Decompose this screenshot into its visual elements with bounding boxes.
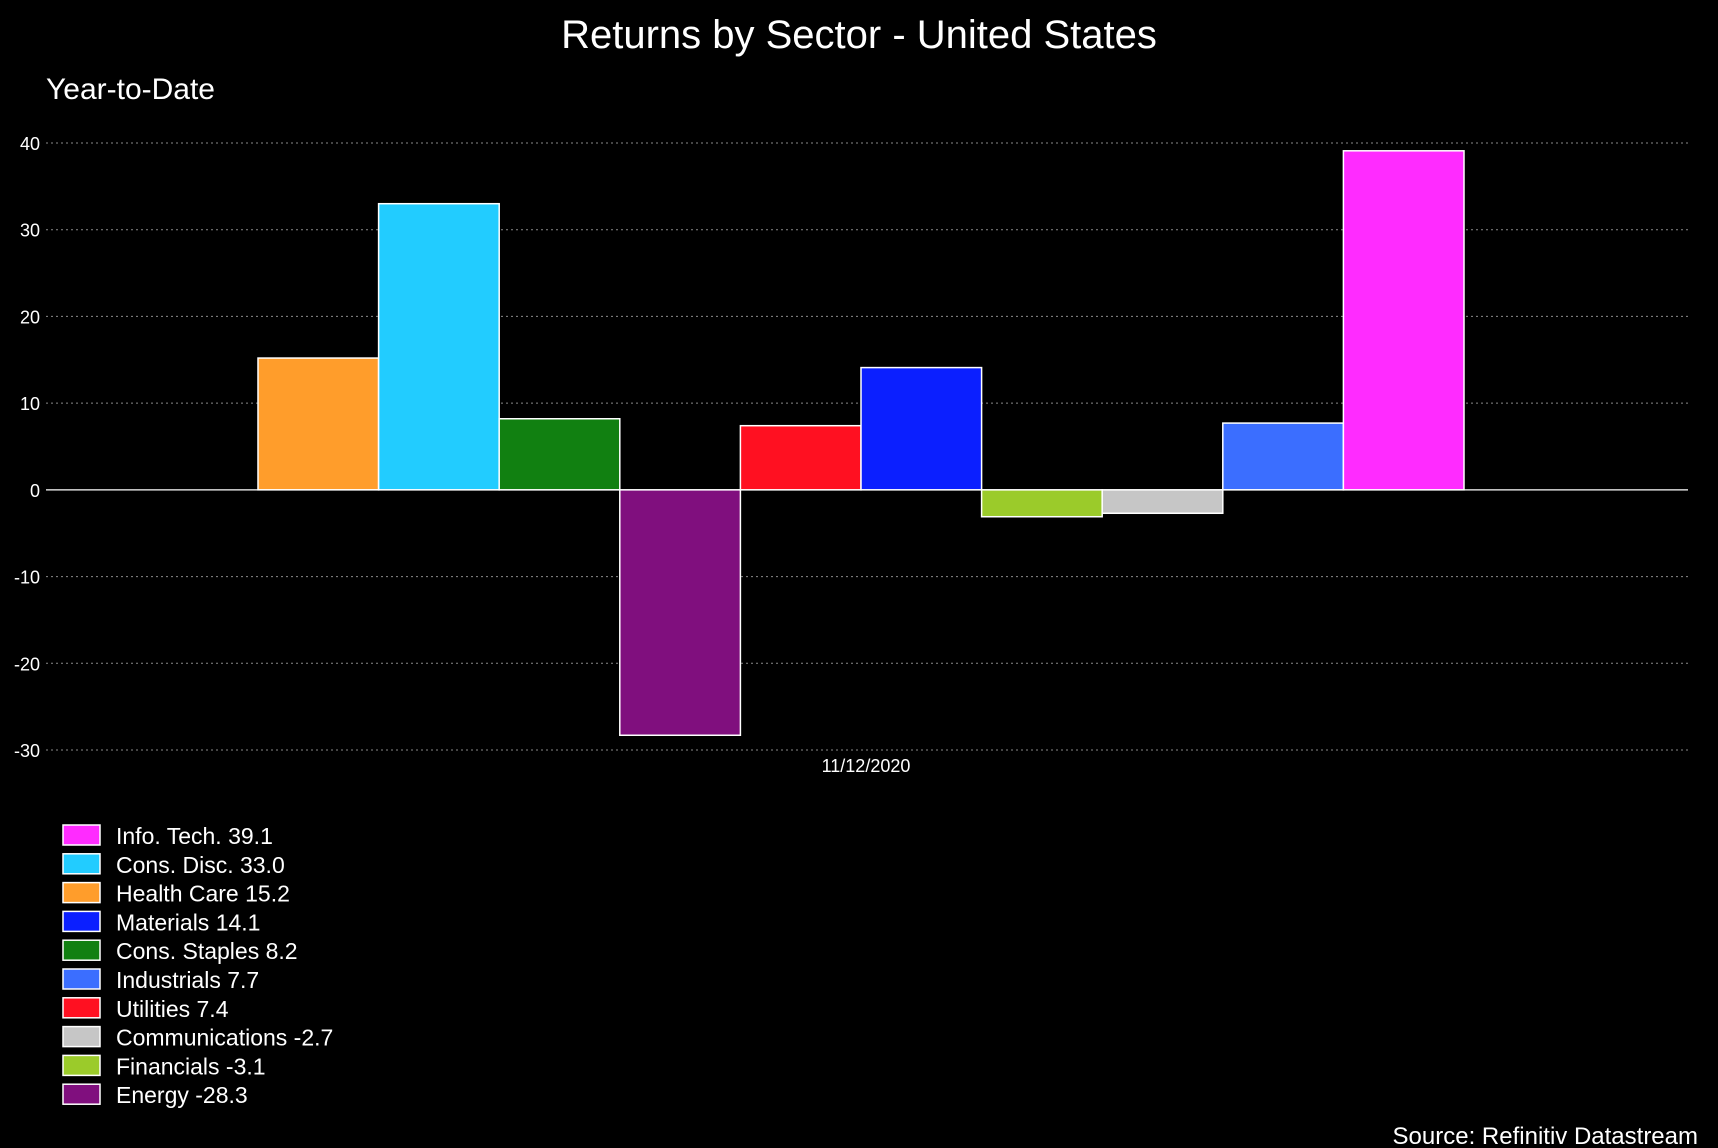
y-axis: 40 30 20 10 0 -10 -20 -30 [14,134,40,761]
legend-label-utilities-7-4: Utilities 7.4 [116,996,229,1022]
y-tick-label: -20 [14,654,40,674]
bar-utilities [739,424,862,491]
legend-label-health-care-15-2: Health Care 15.2 [116,881,290,907]
bar-health-care [257,357,380,491]
bar-cons-staples [498,418,621,491]
bar-materials [860,366,983,491]
legend-swatch-cons-disc-33-0 [62,853,101,875]
legend-swatch-communications-2-7 [62,1025,101,1048]
legend-label-info-tech-39-1: Info. Tech. 39.1 [116,823,273,849]
legend-swatch-cons-staples-8-2 [62,939,101,961]
y-tick-label: -10 [14,568,40,588]
legend-label-cons-disc-33-0: Cons. Disc. 33.0 [116,852,285,878]
y-tick-label: 30 [20,221,40,241]
legend-swatch-financials-3-1 [62,1054,101,1077]
legend-swatch-energy-28-3 [62,1083,101,1105]
legend-swatch-info-tech-39-1 [62,824,101,846]
legend-label-communications-2-7: Communications -2.7 [116,1025,333,1051]
legend-label-industrials-7-7: Industrials 7.7 [116,967,259,993]
bars [257,150,1465,737]
legend-label-financials-3-1: Financials -3.1 [116,1053,266,1079]
legend-swatch-materials-14-1 [62,910,101,933]
bar-communications [1101,489,1224,515]
bar-financials [980,489,1103,518]
legend-label-materials-14-1: Materials 14.1 [116,909,260,935]
bar-industrials [1222,422,1345,491]
legend: Info. Tech. 39.1 Cons. Disc. 33.0 Health C… [62,823,333,1108]
legend-swatch-health-care-15-2 [62,881,101,904]
legend-swatch-utilities-7-4 [62,997,101,1019]
legend-swatch-industrials-7-7 [62,968,101,990]
y-tick-label: 20 [20,307,40,327]
legend-label-cons-staples-8-2: Cons. Staples 8.2 [116,938,298,964]
legend-label-energy-28-3: Energy -28.3 [116,1082,248,1108]
x-category-label: 11/12/2020 [822,756,911,776]
chart-subtitle: Year-to-Date [46,73,215,106]
source-note: Source: Refinitiv Datastream [1393,1123,1698,1148]
bar-energy [619,489,742,737]
chart-title: Returns by Sector - United States [561,13,1157,57]
y-tick-label: -30 [14,741,40,761]
bar-cons-disc [377,202,500,491]
y-tick-label: 0 [30,481,40,501]
y-tick-label: 10 [20,394,40,414]
y-tick-label: 40 [20,134,40,154]
bar-info-tech [1342,150,1465,491]
